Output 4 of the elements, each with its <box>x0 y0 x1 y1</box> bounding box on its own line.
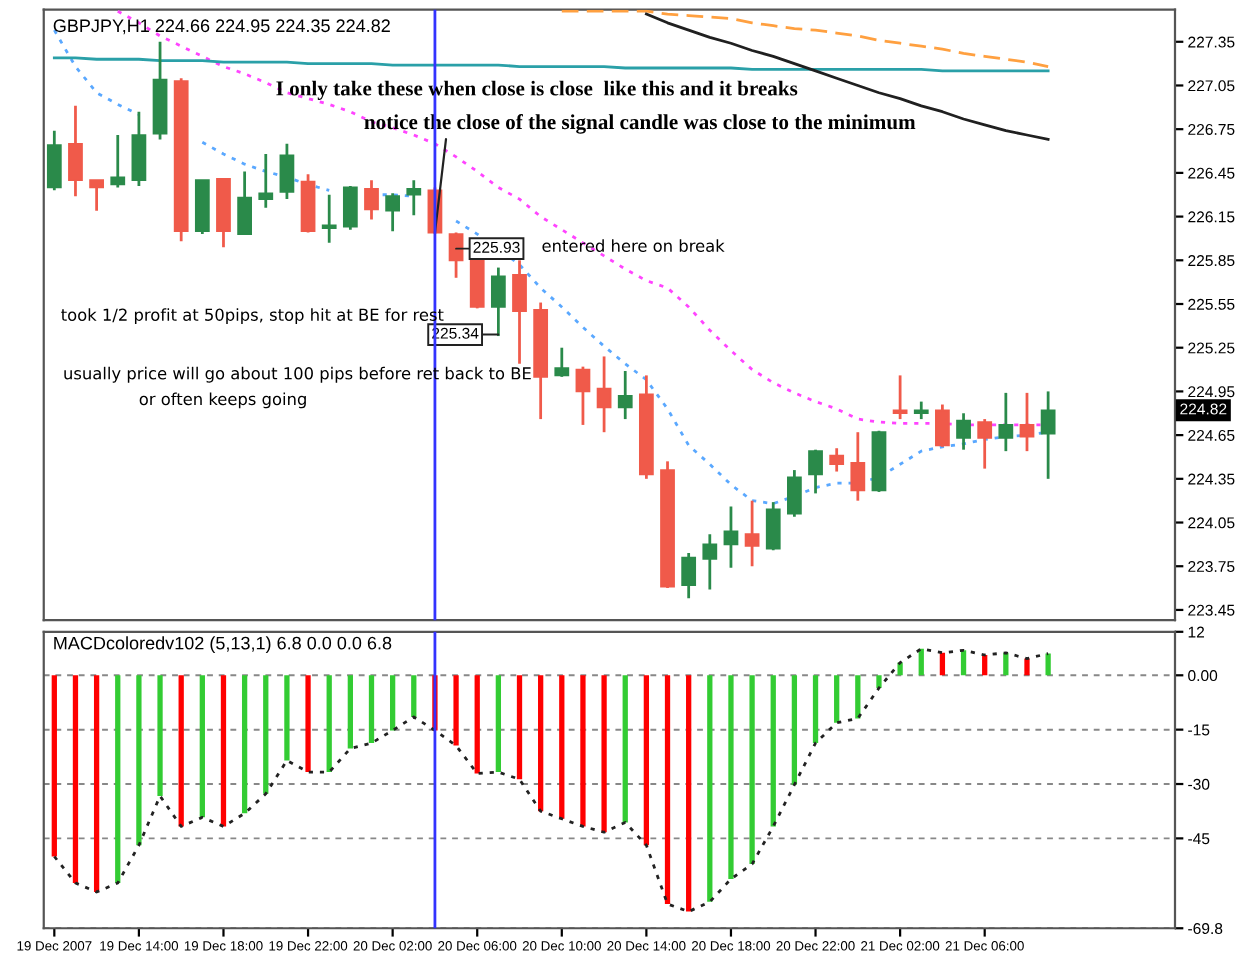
annotation: entered here on break <box>542 239 725 252</box>
annotation: or often keeps going <box>139 392 306 409</box>
chart-title: MACDcoloredv102 (5,13,1) 6.8 0.0 0.0 6.8 <box>54 636 392 654</box>
chart-title: GBPJPY,H1 224.66 224.95 224.35 224.82 <box>53 19 390 35</box>
